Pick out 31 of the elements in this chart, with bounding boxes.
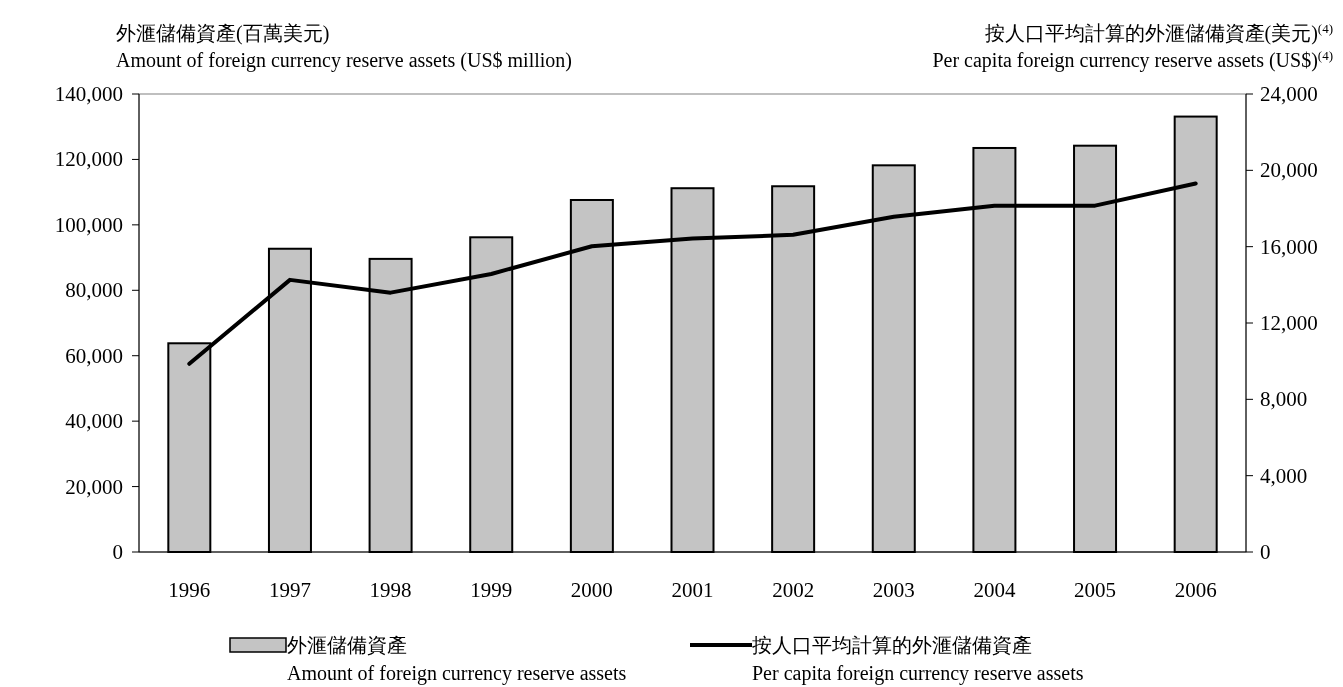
y-tick-label: 120,000 [54, 147, 123, 172]
y-tick-label: 100,000 [54, 212, 123, 237]
y2-axis-title: 按人口平均計算的外滙儲備資產(美元)$^{(4)}$ Per capita foreign currency reserve assets (US$)$^{(4)}$ [932, 20, 1333, 72]
x-tick-label: 2001 [671, 578, 714, 602]
x-tick-label: 1996 [168, 578, 211, 602]
y2-tick-label: 0 [1260, 540, 1271, 564]
y-tick-label: 60,000 [65, 343, 123, 368]
y-tick-label: 140,000 [54, 82, 123, 106]
legend-label: 按人口平均計算的外滙儲備資產 Per capita foreign currency reserve assets [752, 634, 1084, 685]
y2-tick-label: 8,000 [1260, 387, 1308, 412]
y2-tick-label: 16,000 [1260, 234, 1318, 259]
line-series [187, 181, 1198, 366]
x-tick-label: 1999 [470, 578, 513, 602]
x-tick-label: 2000 [570, 578, 613, 602]
y-tick-label: 0 [112, 540, 123, 564]
y2-tick-label: 20,000 [1260, 158, 1318, 183]
y-tick-label: 20,000 [65, 474, 123, 499]
y2-tick-label: 24,000 [1260, 82, 1318, 106]
legend-label: 外滙儲備資產 Amount of foreign currency reserve assets [287, 634, 627, 685]
x-tick-label: 1998 [369, 578, 412, 602]
x-tick-label: 2005 [1074, 578, 1117, 602]
y2-tick-label: 4,000 [1260, 463, 1308, 488]
x-tick-label: 2004 [973, 578, 1016, 602]
x-tick-label: 1997 [268, 578, 311, 602]
y-tick-label: 80,000 [65, 278, 123, 303]
x-tick-label: 2006 [1174, 578, 1217, 602]
x-tick-label: 2003 [872, 578, 915, 602]
y-axis-title: 外滙儲備資產(百萬美元) Amount of foreign currency reserve assets (US$ million) [116, 22, 572, 72]
x-tick-label: 2002 [772, 578, 815, 602]
y-tick-label: 40,000 [65, 409, 123, 434]
y2-tick-label: 12,000 [1260, 311, 1318, 335]
